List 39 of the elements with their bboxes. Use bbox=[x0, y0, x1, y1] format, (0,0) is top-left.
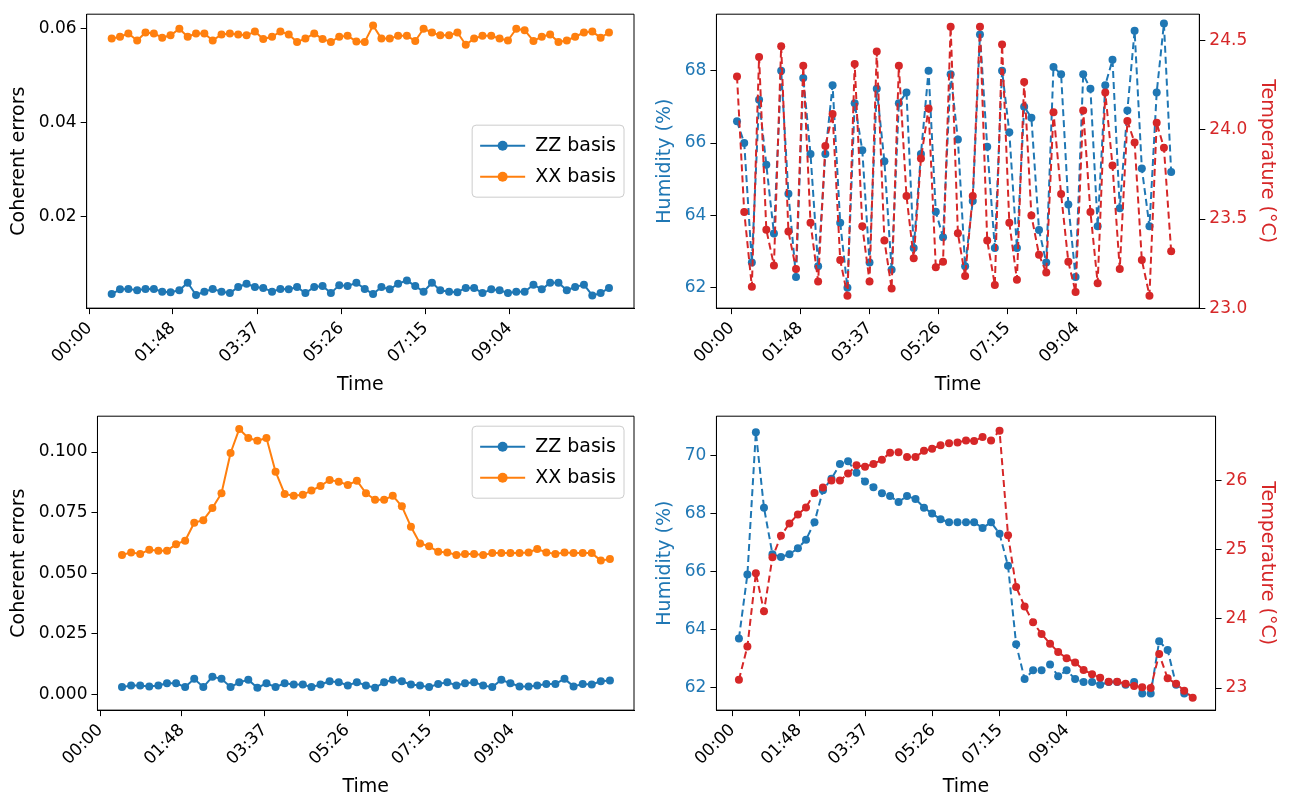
y-tick-label: 66 bbox=[684, 560, 707, 581]
y2-tick-label: 24.5 bbox=[1209, 29, 1248, 50]
x-axis-title: Time bbox=[336, 371, 384, 394]
y2-tick-label: 23.0 bbox=[1209, 296, 1248, 317]
legend-label: ZZ basis bbox=[535, 433, 617, 456]
y-tick-label: 66 bbox=[684, 131, 707, 152]
y-tick-label: 0.025 bbox=[38, 622, 88, 643]
y-axis-title: Coherent errors bbox=[6, 488, 29, 638]
y-tick-label: 0.100 bbox=[38, 440, 88, 461]
y-tick-label: 0.000 bbox=[38, 682, 88, 703]
y-tick-label: 62 bbox=[684, 676, 707, 697]
legend-label: XX basis bbox=[535, 464, 617, 487]
x-axis-title: Time bbox=[933, 371, 982, 394]
y-tick-label: 0.02 bbox=[38, 204, 77, 225]
y2-tick-label: 23.5 bbox=[1209, 207, 1248, 228]
y2-tick-label: 25 bbox=[1225, 538, 1248, 559]
y-tick-label: 64 bbox=[684, 203, 707, 224]
y-tick-label: 0.050 bbox=[38, 561, 88, 582]
y-axis-title: Humidity (%) bbox=[652, 500, 675, 626]
y-tick-label: 70 bbox=[684, 443, 707, 464]
legend-label: ZZ basis bbox=[535, 132, 617, 155]
y-tick-label: 0.06 bbox=[38, 16, 77, 37]
x-axis-title: Time bbox=[941, 773, 990, 796]
y2-tick-label: 23 bbox=[1225, 676, 1248, 697]
legend-label: XX basis bbox=[535, 163, 617, 186]
y-tick-label: 62 bbox=[684, 276, 707, 297]
x-axis-title: Time bbox=[341, 773, 389, 796]
y-tick-label: 68 bbox=[684, 501, 707, 522]
y2-axis-title: Temperature (°C) bbox=[1257, 480, 1280, 646]
y2-tick-label: 26 bbox=[1225, 468, 1248, 489]
y-tick-label: 0.075 bbox=[38, 501, 88, 522]
y2-tick-label: 24 bbox=[1225, 607, 1248, 628]
y-tick-label: 0.04 bbox=[38, 110, 77, 131]
y2-tick-label: 24.0 bbox=[1209, 118, 1248, 139]
y-axis-title: Coherent errors bbox=[6, 86, 29, 236]
y2-axis-title: Temperature (°C) bbox=[1257, 78, 1280, 244]
y-tick-label: 64 bbox=[684, 618, 707, 639]
y-axis-title: Humidity (%) bbox=[652, 98, 675, 224]
y-tick-label: 68 bbox=[684, 59, 707, 80]
